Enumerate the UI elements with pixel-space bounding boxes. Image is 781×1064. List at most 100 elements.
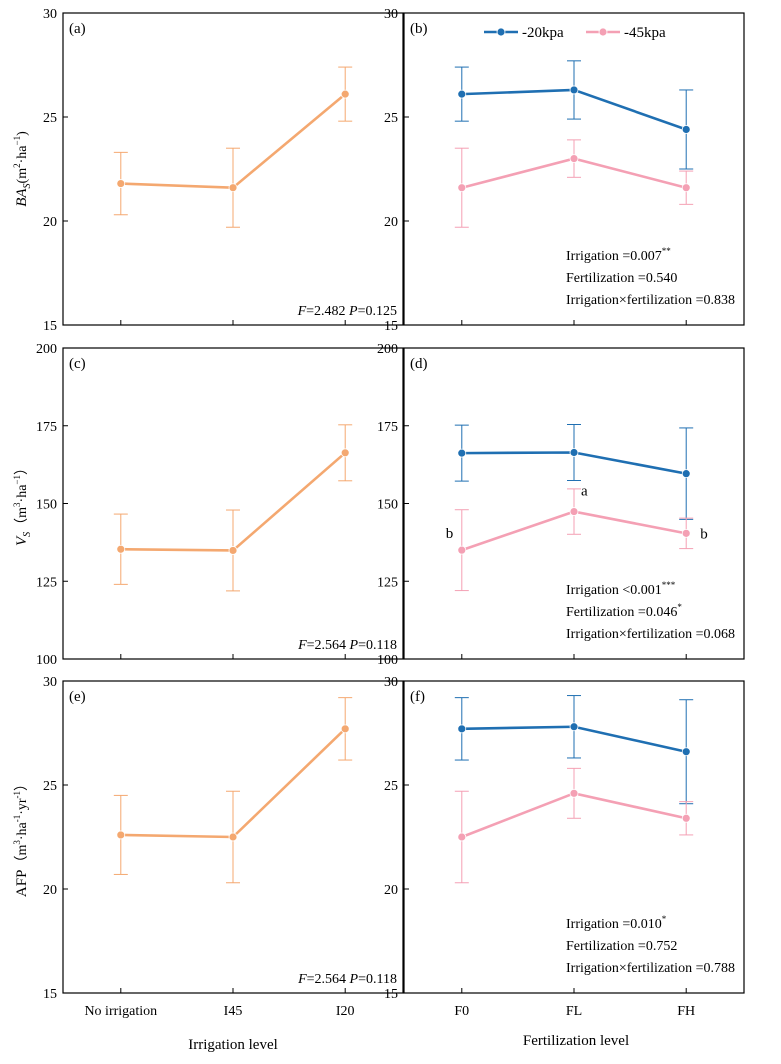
panel-f: 15 20 25 30 F0 FL FH (f) Irrigation =0.010* Ferti… (384, 675, 745, 1019)
y-tick-label: 15 (43, 987, 57, 1002)
data-point (116, 830, 126, 840)
stat-superscript: * (677, 602, 682, 612)
panel-label: (e) (69, 689, 86, 705)
y-tick-label: 15 (384, 987, 398, 1002)
data-point (569, 788, 579, 798)
stat-p-value: =0.118 (358, 638, 397, 653)
stat-line: Irrigation =0.010* (566, 914, 667, 932)
data-point (116, 544, 126, 554)
legend: -20kpa -45kpa (484, 25, 666, 41)
stat-text: Irrigation×fertilization =0.788 (566, 961, 735, 976)
significance-letter: b (446, 526, 454, 542)
y-tick-label: 25 (43, 111, 57, 126)
y-tick-label: 150 (377, 498, 398, 513)
legend-label: -45kpa (624, 25, 666, 41)
stat-superscript: ** (662, 246, 672, 256)
y-axis-title: AFP（m3·ha-1·yr-1） (12, 777, 30, 897)
stat-f-value: =2.482 (306, 304, 349, 319)
stat-line: Irrigation×fertilization =0.068 (566, 627, 735, 642)
y-axis-title-sub: S (22, 532, 33, 537)
stat-line: Fertilization =0.540 (566, 271, 677, 286)
y-tick-label: 125 (36, 575, 57, 590)
panel-label: (f) (410, 689, 425, 705)
data-point (457, 724, 467, 734)
panel-label: (b) (410, 21, 428, 37)
stat-text: Fertilization =0.752 (566, 939, 677, 954)
stat-superscript: *** (662, 580, 676, 590)
stat-f-label: F (297, 638, 307, 653)
y-axis-title-unit-mid: ·ha (15, 821, 30, 840)
y-axis-title-sup: −1 (12, 136, 22, 146)
data-point (228, 183, 238, 193)
stat-p-value: =0.125 (358, 304, 397, 319)
data-point (457, 89, 467, 99)
stat-p-label: P (348, 304, 358, 319)
y-tick-label: 175 (36, 420, 57, 435)
y-tick-label: 30 (43, 7, 57, 22)
stat-line: Fertilization =0.752 (566, 939, 677, 954)
plot-frame (62, 347, 404, 660)
significance-letter: a (581, 484, 588, 500)
y-tick-label: 100 (36, 653, 57, 668)
stat-line: Irrigation <0.001*** (566, 580, 676, 598)
stat-text: Fertilization =0.540 (566, 271, 677, 286)
y-tick-label: 200 (36, 342, 57, 357)
stat-annotation: F=2.564 P=0.118 (297, 638, 397, 653)
y-axis-title-main: V (14, 535, 30, 546)
y-tick-label: 100 (377, 653, 398, 668)
stat-f-value: =2.564 (307, 972, 350, 987)
series-irrigation (113, 424, 353, 592)
y-axis-title-unit-open: （m (14, 507, 30, 532)
data-point (457, 183, 467, 193)
series--20kpa (454, 424, 694, 520)
y-tick-label: 30 (384, 675, 398, 690)
y-tick-label: 25 (384, 779, 398, 794)
data-point (681, 125, 691, 134)
stat-annotation: F=2.564 P=0.118 (297, 972, 397, 987)
stat-text: Irrigation =0.010 (566, 917, 662, 932)
y-axis-title-unit-open: (m (15, 168, 30, 184)
data-point (569, 154, 579, 164)
stat-annotation: F=2.482 P=0.125 (297, 304, 397, 319)
y-axis-title-main: BA (14, 188, 30, 207)
y-tick-label: 25 (43, 779, 57, 794)
stat-superscript: * (662, 914, 667, 924)
y-axis-title-unit-mid: ·ha (15, 145, 30, 164)
panel-a: 15 20 25 30 (a) F=2.482 P=0.125 BAS(m2·ha−1) (12, 7, 404, 334)
x-axis-title-right: Fertilization level (523, 1033, 629, 1049)
y-tick-label: 30 (43, 675, 57, 690)
data-point (228, 832, 238, 842)
stat-f-value: =2.564 (307, 638, 350, 653)
y-axis-title-sup: 3 (12, 840, 22, 845)
x-tick-label: F0 (454, 1004, 469, 1019)
series-irrigation (113, 66, 353, 228)
x-tick-label: I20 (336, 1004, 355, 1019)
stat-line: Irrigation×fertilization =0.788 (566, 961, 735, 976)
legend-label: -20kpa (522, 25, 564, 41)
stat-text: Irrigation <0.001 (566, 583, 662, 598)
y-axis-title: VS（m3·ha−1） (12, 461, 33, 546)
y-axis-title-unit-close: ） (14, 777, 30, 791)
y-axis-title-sub: S (22, 183, 33, 188)
x-tick-label: FL (566, 1004, 582, 1019)
x-axis-title-left: Irrigation level (188, 1037, 278, 1053)
stat-text: Irrigation =0.007 (566, 249, 662, 264)
y-tick-label: 125 (377, 575, 398, 590)
y-axis-title-main: AFP (14, 870, 30, 898)
y-axis-title-sup: −1 (12, 475, 22, 485)
data-point (116, 179, 126, 188)
x-tick-label: FH (677, 1004, 695, 1019)
y-axis-title-sup: 2 (12, 163, 22, 168)
stat-line: Irrigation×fertilization =0.838 (566, 293, 735, 308)
data-point (340, 448, 350, 458)
y-tick-label: 20 (43, 883, 57, 898)
y-tick-label: 200 (377, 342, 398, 357)
y-tick-label: 20 (384, 215, 398, 230)
series--20kpa (454, 695, 694, 805)
y-tick-label: 20 (384, 883, 398, 898)
stat-text: Irrigation×fertilization =0.068 (566, 627, 735, 642)
data-point (569, 507, 579, 516)
stat-p-label: P (349, 972, 359, 987)
